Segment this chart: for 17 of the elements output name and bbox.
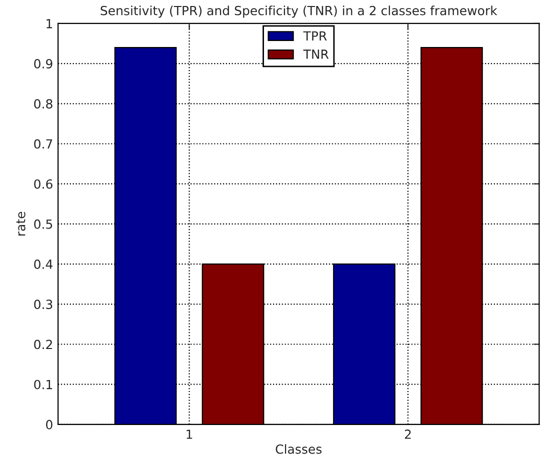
- y-tick-label: 0.1: [34, 380, 52, 390]
- y-axis-title: rate: [16, 212, 26, 236]
- chart-title: Sensitivity (TPR) and Specificity (TNR) in a 2 classes framework: [100, 6, 498, 18]
- y-tick-label: 0.5: [34, 219, 52, 229]
- y-tick-label: 0: [46, 420, 52, 430]
- y-tick-label: 0.3: [34, 300, 52, 310]
- y-tick-label: 0.2: [34, 340, 52, 350]
- legend-label: TPR: [303, 31, 327, 40]
- y-tick-label: 0.4: [34, 260, 53, 269]
- x-axis-title: Classes: [276, 444, 322, 454]
- legend-label: TNR: [303, 50, 329, 59]
- x-tick-label: 2: [404, 430, 411, 439]
- y-tick-label: 0.6: [34, 179, 52, 189]
- y-tick-label: 0.9: [34, 59, 52, 68]
- y-tick-label: 0.8: [34, 99, 52, 109]
- y-tick-label: 1: [46, 19, 52, 28]
- y-tick-label: 0.7: [34, 139, 52, 149]
